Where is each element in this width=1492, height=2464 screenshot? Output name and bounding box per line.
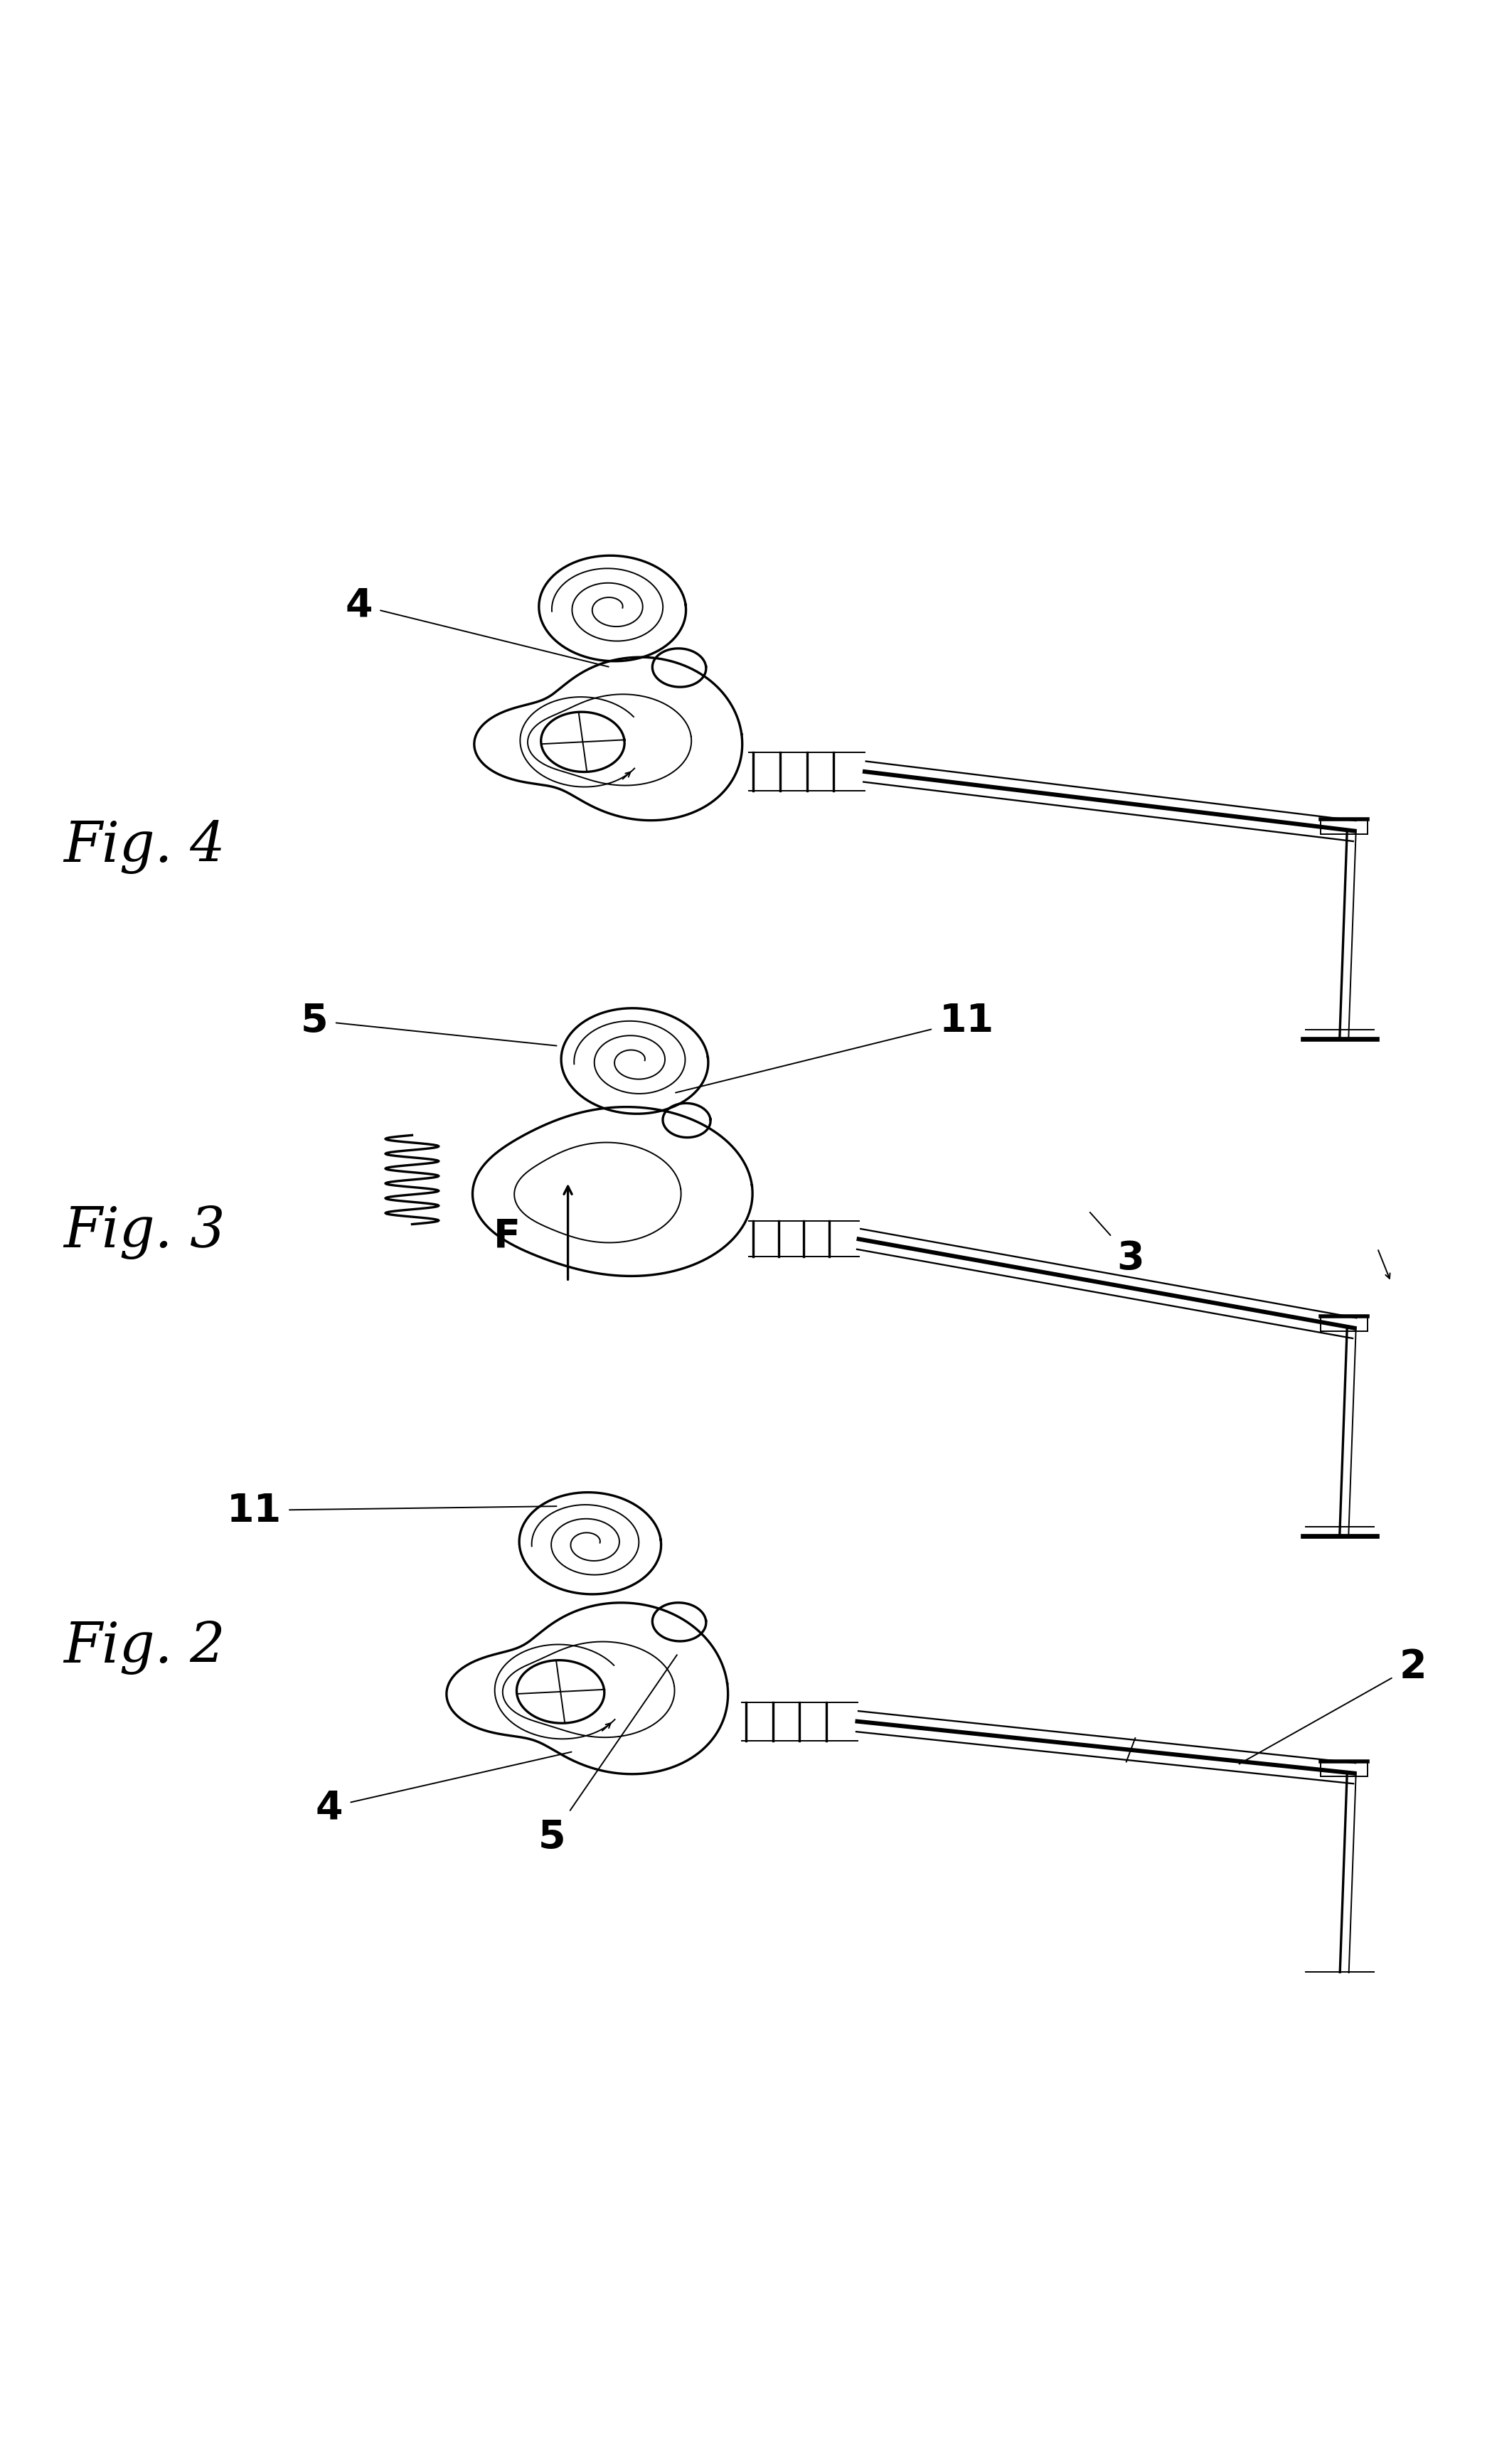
- Text: Fig. 2: Fig. 2: [63, 1621, 225, 1676]
- Text: 4: 4: [345, 586, 609, 668]
- Text: 3: 3: [1091, 1212, 1144, 1279]
- Text: Fig. 3: Fig. 3: [63, 1205, 225, 1259]
- Text: 2: 2: [1240, 1648, 1426, 1764]
- Text: F: F: [494, 1217, 521, 1254]
- Text: 11: 11: [227, 1491, 557, 1530]
- Text: 11: 11: [676, 1003, 994, 1094]
- Text: Fig. 4: Fig. 4: [63, 818, 225, 872]
- Text: 5: 5: [301, 1003, 557, 1047]
- Text: 4: 4: [316, 1752, 571, 1826]
- Text: 5: 5: [539, 1656, 677, 1855]
